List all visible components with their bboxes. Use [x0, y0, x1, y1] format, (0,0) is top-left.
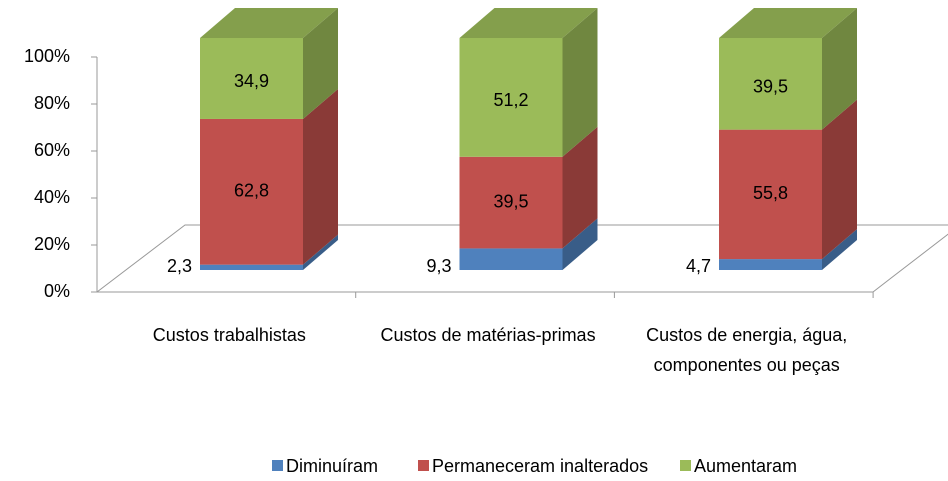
- x-tick-label: Custos trabalhistas: [152, 325, 306, 345]
- y-tick-label: 60%: [34, 140, 70, 160]
- bar-top: [459, 8, 598, 38]
- legend-swatch: [680, 460, 691, 471]
- legend-label: Permaneceram inalterados: [432, 456, 648, 476]
- bar-top: [719, 8, 857, 38]
- x-tick-label: Custos de energia, água, componentes ou …: [646, 325, 848, 375]
- y-tick-label: 0%: [44, 281, 70, 301]
- data-label: 9,3: [426, 256, 451, 276]
- data-label: 4,7: [686, 256, 711, 276]
- bar-side: [822, 8, 857, 130]
- legend-swatch: [418, 460, 429, 471]
- bar: [459, 156, 563, 249]
- data-label: 39,5: [753, 77, 788, 97]
- bar-top: [200, 8, 338, 38]
- data-label: 62,8: [234, 181, 269, 201]
- bar-side: [822, 229, 857, 270]
- bar-side: [303, 234, 338, 270]
- data-label: 51,2: [493, 90, 528, 110]
- bar-side: [562, 8, 598, 157]
- bar: [459, 248, 563, 270]
- bar: [200, 264, 303, 270]
- bar: [200, 38, 303, 119]
- bar-side: [562, 218, 598, 270]
- bar: [719, 259, 822, 270]
- y-tick-label: 80%: [34, 93, 70, 113]
- y-tick-label: 40%: [34, 187, 70, 207]
- data-label: 34,9: [234, 71, 269, 91]
- bar-side: [303, 88, 338, 265]
- y-tick-label: 20%: [34, 234, 70, 254]
- data-label: 39,5: [493, 191, 528, 211]
- legend-label: Diminuíram: [286, 456, 378, 476]
- bar-side: [303, 8, 338, 119]
- legend-label: Aumentaram: [694, 456, 797, 476]
- y-tick-label: 100%: [24, 46, 70, 66]
- bar: [459, 38, 563, 157]
- legend-swatch: [272, 460, 283, 471]
- bar-side: [562, 126, 598, 249]
- x-tick-label: Custos de matérias-primas: [380, 325, 596, 345]
- data-label: 2,3: [167, 256, 192, 276]
- bar: [200, 118, 303, 265]
- data-label: 55,8: [753, 183, 788, 203]
- bar: [719, 38, 822, 130]
- bar-side: [822, 99, 857, 260]
- bar: [719, 129, 822, 260]
